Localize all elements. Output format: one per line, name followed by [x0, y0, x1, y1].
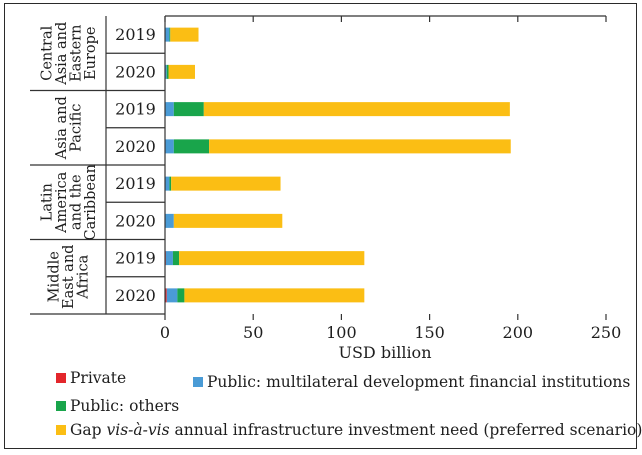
- group-label-line: East and: [61, 245, 77, 309]
- x-tick-label-4: 150: [414, 323, 445, 342]
- group-label-line: Middle: [47, 251, 63, 302]
- group-label-line: Eastern: [68, 25, 84, 82]
- bar-segment-2-row-7: [165, 251, 173, 266]
- legend-label-gap: Gap vis-à-vis annual infrastructure inve…: [70, 421, 642, 439]
- legend-gap-suffix: annual infrastructure investment need (p…: [169, 421, 642, 439]
- legend-gap-italic: vis-à-vis: [106, 421, 170, 439]
- bars: [165, 27, 511, 303]
- group-label-line: Asia and: [54, 22, 70, 86]
- bar-segment-3-row-1: [169, 27, 171, 42]
- group-label-line: Central: [39, 25, 55, 80]
- bar-segment-2-row-5: [165, 176, 170, 191]
- x-tick-label-1: 0: [160, 323, 170, 342]
- legend-others: Public: others: [56, 397, 179, 415]
- group-label-line: Asia and: [54, 96, 70, 160]
- bar-segment-3-row-5: [169, 176, 172, 191]
- legend-swatch-mdfi: [193, 377, 203, 387]
- legend-gap: Gap vis-à-vis annual infrastructure inve…: [56, 421, 642, 439]
- group-label-line: Latin: [39, 183, 55, 221]
- bar-segment-1-row-8: [165, 288, 167, 303]
- legend-swatch-private: [56, 373, 66, 383]
- bar-segment-2-row-8: [166, 288, 178, 303]
- bar-segment-4-row-5: [171, 176, 281, 191]
- bar-segment-4-row-2: [168, 64, 195, 79]
- group-label-line: Caribbean: [83, 164, 99, 240]
- legend-gap-prefix: Gap: [70, 421, 107, 439]
- bar-segment-3-row-3: [173, 102, 204, 117]
- bar-segment-3-row-8: [177, 288, 185, 303]
- bar-segment-4-row-3: [203, 102, 510, 117]
- legend-label-others: Public: others: [70, 397, 180, 415]
- year-label-2-1: 2019: [115, 100, 156, 119]
- bar-segment-4-row-1: [170, 27, 199, 42]
- bar-segment-4-row-7: [179, 251, 365, 266]
- bar-segment-3-row-4: [173, 139, 210, 154]
- bar-segment-2-row-3: [165, 102, 174, 117]
- bar-segment-2-row-1: [165, 27, 170, 42]
- x-tick-label-3: 100: [326, 323, 357, 342]
- group-label-line: Africa: [76, 254, 92, 299]
- legend-label-mdfi: Public: multilateral development financi…: [207, 373, 631, 391]
- year-label-4-1: 2019: [115, 249, 156, 268]
- chart-frame: [4, 3, 637, 449]
- x-tick-label-6: 250: [591, 323, 622, 342]
- axes: 0 50 100 150 200 250: [160, 15, 622, 342]
- group-label-line: Europe: [83, 27, 99, 80]
- group-label-line: Pacific: [68, 104, 84, 152]
- legend-swatch-others: [56, 401, 66, 411]
- year-label-3-2: 2020: [115, 211, 156, 230]
- legend-private: Private: [56, 369, 126, 387]
- year-label-2-2: 2020: [115, 137, 156, 156]
- year-label-4-2: 2020: [115, 286, 156, 305]
- group-label-line: and the: [68, 174, 84, 230]
- legend-label-private: Private: [70, 369, 127, 387]
- year-label-1-1: 2019: [115, 25, 156, 44]
- bar-segment-3-row-7: [172, 251, 180, 266]
- group-label-line: America: [54, 171, 70, 233]
- bar-segment-3-row-2: [166, 64, 169, 79]
- bar-segment-2-row-6: [165, 213, 174, 228]
- legend-mdfi: Public: multilateral development financi…: [193, 373, 630, 391]
- bar-segment-4-row-4: [209, 139, 511, 154]
- legend-swatch-gap: [56, 425, 66, 435]
- bar-segment-2-row-2: [165, 64, 167, 79]
- bar-segment-4-row-8: [184, 288, 365, 303]
- year-label-1-2: 2020: [115, 62, 156, 81]
- x-tick-label-2: 50: [243, 323, 263, 342]
- year-label-3-1: 2019: [115, 174, 156, 193]
- bar-segment-4-row-6: [173, 213, 283, 228]
- x-tick-label-5: 200: [503, 323, 534, 342]
- x-axis-title: USD billion: [338, 343, 431, 362]
- bar-segment-2-row-4: [165, 139, 174, 154]
